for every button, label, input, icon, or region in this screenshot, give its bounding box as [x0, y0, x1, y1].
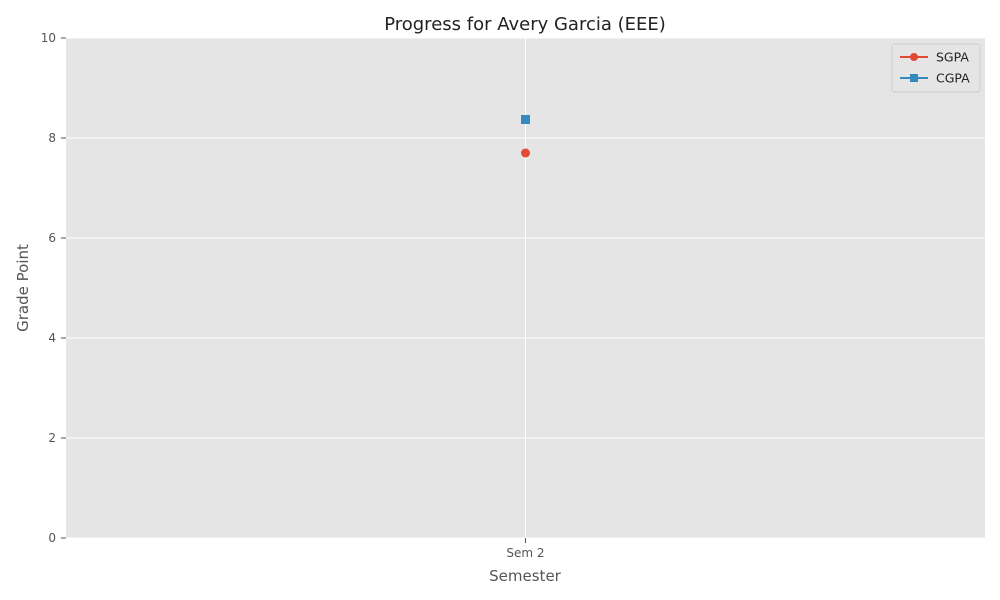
y-tick-label: 10 — [41, 31, 56, 45]
data-series — [521, 115, 530, 158]
y-tick-label: 0 — [48, 531, 56, 545]
legend-label: SGPA — [936, 50, 969, 65]
data-point-cgpa — [521, 115, 530, 124]
y-tick-label: 4 — [48, 331, 56, 345]
legend-item-sgpa: SGPA — [900, 50, 969, 65]
y-tick-label: 2 — [48, 431, 56, 445]
x-tick-label: Sem 2 — [506, 546, 544, 560]
y-tick-label: 6 — [48, 231, 56, 245]
series-cgpa — [521, 115, 530, 124]
y-axis-label: Grade Point — [14, 244, 32, 332]
x-axis-label: Semester — [489, 567, 562, 585]
legend-marker — [910, 74, 918, 82]
y-axis-ticks: 0 2 4 6 8 10 — [41, 31, 66, 545]
x-axis-ticks: Sem 2 — [506, 538, 545, 560]
grid-lines — [66, 37, 985, 539]
y-tick-label: 8 — [48, 131, 56, 145]
series-sgpa — [521, 148, 530, 158]
legend-marker — [910, 53, 918, 61]
legend-item-cgpa: CGPA — [900, 71, 970, 86]
legend-label: CGPA — [936, 71, 970, 86]
legend: SGPA CGPA — [891, 43, 981, 93]
data-point-sgpa — [521, 148, 530, 158]
chart-title: Progress for Avery Garcia (EEE) — [384, 14, 666, 35]
